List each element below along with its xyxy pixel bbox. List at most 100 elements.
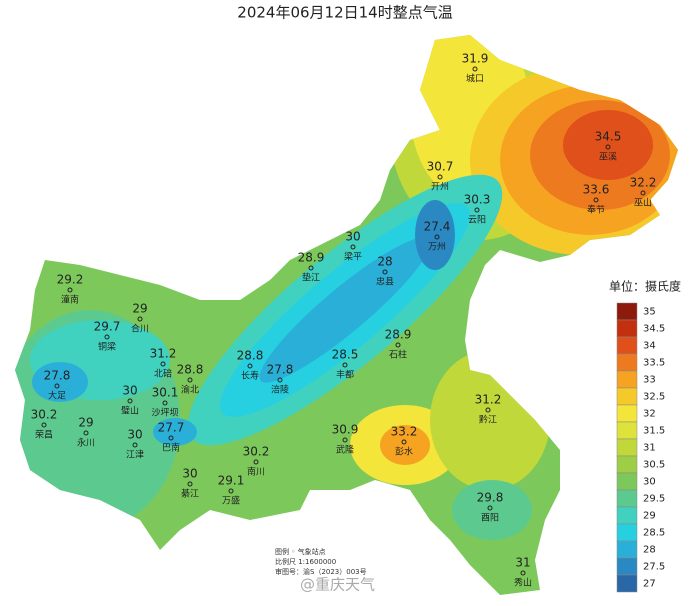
station-dot <box>474 207 480 213</box>
legend-label: 30.5 <box>643 460 665 471</box>
station-name: 垫江 <box>302 272 320 284</box>
station-name: 永川 <box>77 437 95 449</box>
station-dot <box>54 383 60 389</box>
legend-label: 29.5 <box>643 494 665 505</box>
station-value: 30 <box>122 384 137 398</box>
legend-label: 33 <box>643 375 656 386</box>
station-dot <box>162 400 168 406</box>
station-name: 巴南 <box>162 442 180 454</box>
station-value: 29 <box>78 416 93 430</box>
station-dot <box>605 144 611 150</box>
legend-swatch <box>616 353 638 372</box>
legend-label: 31.5 <box>643 426 665 437</box>
station-name: 石柱 <box>389 349 407 361</box>
station-name: 璧山 <box>121 405 139 417</box>
station-name: 梁平 <box>344 251 362 263</box>
station-name: 大足 <box>48 390 66 402</box>
legend-label: 27 <box>643 579 656 590</box>
station-value: 28.8 <box>177 363 204 377</box>
note: 比例尺 1:1600000 <box>275 557 336 566</box>
station-dot <box>67 287 73 293</box>
legend-label: 28.5 <box>643 528 665 539</box>
station-value: 27.8 <box>267 363 294 377</box>
legend-swatch <box>616 472 638 491</box>
station-value: 30.2 <box>243 445 270 459</box>
station-value: 29.7 <box>94 320 121 334</box>
station-name: 彭水 <box>395 446 413 458</box>
station-value: 30 <box>182 467 197 481</box>
legend-swatch <box>616 523 638 542</box>
legend-label: 33.5 <box>643 358 665 369</box>
station-dot <box>520 570 526 576</box>
map-title: 2024年06月12日14时整点气温 <box>237 4 452 22</box>
station-value: 28 <box>377 255 392 269</box>
station-name: 云阳 <box>468 215 486 226</box>
legend-swatch <box>616 421 638 440</box>
legend-label: 28 <box>643 545 656 556</box>
legend-swatch <box>616 557 638 576</box>
station-name: 万州 <box>428 242 446 253</box>
station-value: 31.2 <box>150 347 177 361</box>
station-value: 33.2 <box>391 425 418 439</box>
legend-swatch <box>616 370 638 389</box>
station-value: 30 <box>127 428 142 442</box>
station-value: 27.4 <box>424 220 451 234</box>
station-dot <box>132 442 138 448</box>
station-dot <box>277 377 283 383</box>
legend-swatch <box>616 387 638 406</box>
legend-label: 27.5 <box>643 562 665 573</box>
legend: 35 34.5 34 33.5 33 32.5 32 31.5 31 30.5 30 29.5 29 28… <box>616 302 665 593</box>
station-value: 30 <box>345 230 360 244</box>
station-dot <box>83 430 89 436</box>
station-name: 奉节 <box>587 204 605 216</box>
station-name: 北碚 <box>154 368 172 380</box>
station-dot <box>168 435 174 441</box>
legend-label: 34 <box>643 341 656 352</box>
station-name: 长寿 <box>241 370 259 382</box>
station-dot <box>382 269 388 275</box>
stations: 31.9 城口 34.5 巫溪 33.6 奉节 32.2 巫山 30.7 开州 30.3 云阳 27.4… <box>31 52 657 589</box>
station-name: 渝北 <box>181 384 199 396</box>
station-dot <box>485 407 491 413</box>
legend-swatch <box>616 574 638 593</box>
legend-label: 29 <box>643 511 656 522</box>
station-dot <box>253 459 259 465</box>
watermark: @重庆天气 <box>300 576 375 594</box>
station-name: 忠县 <box>376 277 394 288</box>
legend-swatch <box>616 319 638 338</box>
station-dot <box>137 316 143 322</box>
station-name: 武隆 <box>336 444 354 456</box>
legend-swatch <box>616 302 638 321</box>
note: 审图号：渝S（2023）003号 <box>275 567 367 576</box>
station-dot <box>640 190 646 196</box>
station-dot <box>187 481 193 487</box>
station-value: 30.2 <box>31 408 58 422</box>
station-name: 巫溪 <box>599 151 617 163</box>
legend-label: 30 <box>643 477 656 488</box>
station-value: 33.6 <box>583 183 610 197</box>
station-dot <box>228 488 234 494</box>
station-value: 30.3 <box>464 193 491 207</box>
legend-unit: 单位：摄氏度 <box>609 279 681 294</box>
legend-label: 31 <box>643 443 656 454</box>
station-dot <box>41 422 47 428</box>
station-dot <box>104 334 110 340</box>
station-dot <box>487 505 493 511</box>
station-dot <box>593 197 599 203</box>
station-dot <box>350 244 356 250</box>
legend-swatch <box>616 506 638 525</box>
station-dot <box>395 342 401 348</box>
station-value: 29.8 <box>477 491 504 505</box>
station-name: 沙坪坝 <box>151 408 178 419</box>
station-name: 巫山 <box>634 198 652 209</box>
station-value: 29.1 <box>218 474 245 488</box>
legend-swatch <box>616 489 638 508</box>
station-dot <box>247 363 253 369</box>
station-dot <box>160 361 166 367</box>
station-name: 秀山 <box>514 577 532 589</box>
legend-label: 32.5 <box>643 392 665 403</box>
station-dot <box>308 265 314 271</box>
station-value: 32.2 <box>630 176 657 190</box>
